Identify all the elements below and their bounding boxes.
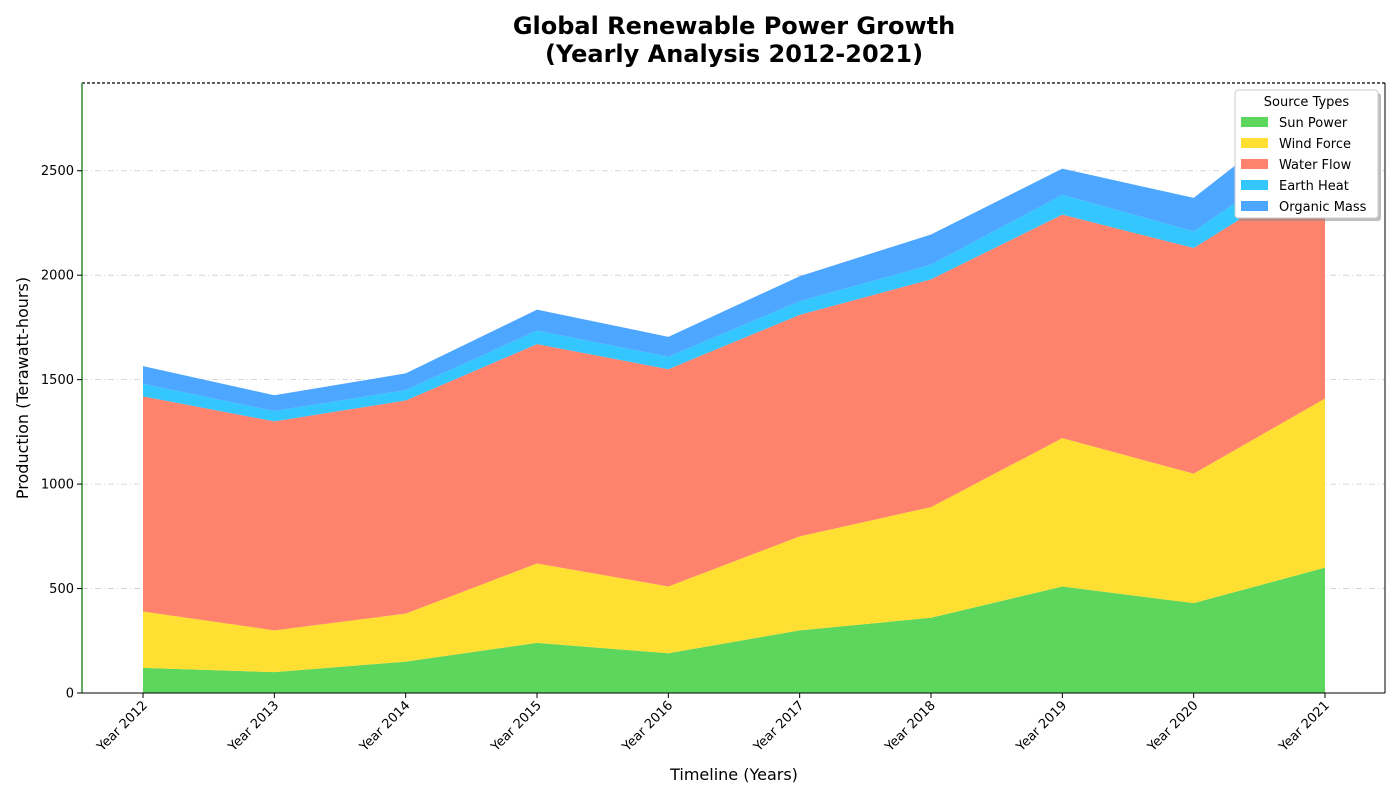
y-tick-label-2: 1000 <box>41 478 74 493</box>
x-tick-label-2: Year 2014 <box>356 698 413 755</box>
area-series-wind-force <box>143 398 1325 673</box>
legend-swatch-3 <box>1241 180 1268 190</box>
x-tick-label-1: Year 2013 <box>225 698 282 755</box>
y-axis-label: Production (Terawatt-hours) <box>13 277 32 499</box>
y-tick-label-5: 2500 <box>41 164 74 179</box>
x-tick-label-4: Year 2016 <box>619 698 676 755</box>
legend-box <box>1234 89 1379 219</box>
legend-swatch-0 <box>1241 117 1268 127</box>
x-tick-label-6: Year 2018 <box>882 698 939 755</box>
area-layer <box>143 95 1325 693</box>
area-series-water-flow <box>143 166 1325 631</box>
x-tick-label-7: Year 2019 <box>1013 698 1070 755</box>
y-tick-label-4: 2000 <box>41 269 74 284</box>
legend-label-1: Wind Force <box>1279 137 1351 152</box>
x-tick-label-3: Year 2015 <box>488 698 545 755</box>
legend: Source Types Sun Power Wind Force Water Flo… <box>1234 89 1381 221</box>
x-tick-label-5: Year 2017 <box>750 698 807 755</box>
area-series-sun-power <box>143 567 1325 693</box>
legend-label-4: Organic Mass <box>1279 200 1367 215</box>
y-tick-label-1: 500 <box>49 582 74 597</box>
x-axis-label: Timeline (Years) <box>669 765 798 784</box>
x-tick-label-8: Year 2020 <box>1144 698 1201 755</box>
legend-title: Source Types <box>1264 95 1350 110</box>
x-tick-label-9: Year 2021 <box>1276 698 1333 755</box>
x-tick-label-0: Year 2012 <box>94 698 151 755</box>
legend-label-3: Earth Heat <box>1279 179 1349 194</box>
legend-label-0: Sun Power <box>1279 116 1348 131</box>
y-tick-label-3: 1500 <box>41 373 74 388</box>
chart-title-line1: Global Renewable Power Growth <box>513 12 955 40</box>
legend-swatch-2 <box>1241 159 1268 169</box>
legend-label-2: Water Flow <box>1279 158 1352 173</box>
legend-swatch-1 <box>1241 138 1268 148</box>
y-tick-label-0: 0 <box>66 687 74 702</box>
chart-title-line2: (Yearly Analysis 2012-2021) <box>545 40 923 68</box>
legend-swatch-4 <box>1241 201 1268 211</box>
